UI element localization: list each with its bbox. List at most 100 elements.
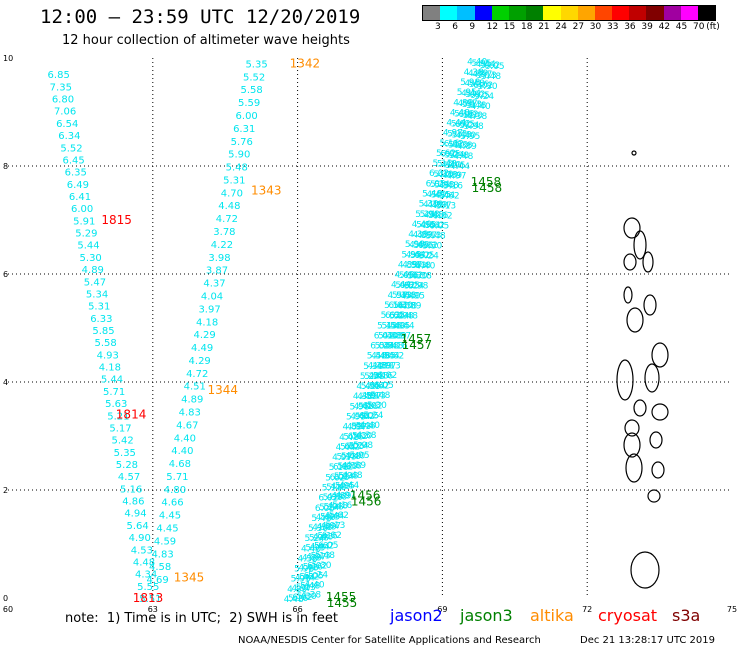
swh-value-jason3: 4.89 [317,522,337,532]
swh-value-cryosat: 5.16 [120,484,142,495]
swh-value-jason3: 6.05 [440,150,460,160]
swh-value-jason3: 4.40 [401,291,421,301]
swh-value-jason3: 6.02 [459,110,479,120]
swh-value-jason3: 5.24 [459,121,479,131]
swh-value-jason3: 4.97 [376,361,396,371]
swh-value-jason3: 5.48 [452,130,472,140]
swh-value-jason3: 5.13 [311,552,331,562]
swh-value-jason3: 4.97 [336,491,356,501]
satellite-jason3: jason3 [460,606,513,625]
island-outline [651,461,665,479]
swh-value-jason3: 4.48 [383,341,403,351]
legend-swatch [560,6,578,20]
swh-value-jason3: 6.02 [333,463,353,473]
swh-value-altika: 4.49 [191,343,213,354]
swh-value-jason3: 5.62 [465,90,485,100]
swh-value-jason3: 6.05 [374,381,394,391]
swh-value-jason3: 5.13 [366,391,386,401]
swh-value-altika: 5.76 [231,137,253,148]
time-label-jason3-repeat: 1457 [402,338,433,352]
swh-value-jason3: 5.98 [405,240,425,250]
swh-value-jason3: 6.02 [418,241,438,251]
swh-value-altika: 4.66 [161,498,183,509]
island-outline [623,286,633,304]
time-label-jason3-repeat: 1455 [327,596,358,610]
legend-label: 12 [486,22,499,32]
swh-value-altika: 4.59 [154,536,176,547]
swh-value-jason3: 5.98 [379,341,399,351]
swh-value-jason3: 4.38 [342,462,362,472]
swh-value-jason3: 6.02 [348,432,368,442]
swh-value-cryosat: 5.30 [80,253,102,264]
swh-value-jason3: 5.48 [300,582,320,592]
swh-value-jason3: 6.05 [370,342,390,352]
swh-value-jason3: 5.98 [420,210,440,220]
swh-value-jason3: 5.98 [394,311,414,321]
island-outline [633,399,647,417]
swh-value-cryosat: 7.35 [50,82,72,93]
note-text: note: 1) Time is in UTC; 2) SWH is in fe… [65,611,338,626]
swh-value-jason3: 5.62 [436,149,456,159]
time-label-altika-middle: 1345 [174,570,205,584]
swh-value-altika: 3.97 [198,304,220,315]
swh-value-jason3: 4.38 [298,554,318,564]
legend-swatch [526,6,544,20]
swh-value-jason3: 5.13 [381,361,401,371]
swh-value-jason3: 5.62 [325,473,345,483]
swh-value-jason3: 4.40 [441,160,461,170]
legend-swatch [594,6,613,20]
swh-value-jason3: 5.48 [315,551,335,561]
swh-value-jason3: 5.62 [410,251,430,261]
swh-value-jason3: 5.30 [422,242,442,252]
swh-value-altika: 4.83 [179,407,201,418]
x-tick-label: 72 [582,605,592,614]
swh-value-jason3: 4.97 [347,422,367,432]
legend-swatch [508,6,527,20]
swh-value-jason3: 5.98 [353,441,373,451]
swh-value-altika: 3.98 [208,253,230,264]
swh-value-jason3: 5.95 [320,512,340,522]
swh-value-jason3: 4.48 [398,311,418,321]
swh-value-jason3: 4.89 [302,554,322,564]
swh-value-jason3: 4.48 [339,433,359,443]
swh-value-jason3: 5.95 [460,132,480,142]
swh-value-jason3: 4.38 [382,331,402,341]
swh-value-jason3: 5.95 [401,250,421,260]
swh-value-jason3: 5.98 [464,122,484,132]
swh-value-jason3: 6.05 [470,91,490,101]
swh-value-jason3: 5.48 [311,514,331,524]
swh-value-cryosat: 5.85 [92,326,114,337]
swh-value-jason3: 4.48 [409,241,429,251]
swh-value-altika: 5.59 [238,98,260,109]
swh-value-jason3: 5.30 [478,82,498,92]
swh-value-jason3: 4.38 [408,230,428,240]
swh-value-altika: 4.37 [203,279,225,290]
swh-value-jason3: 5.98 [338,472,358,482]
swh-value-jason3: 4.38 [438,170,458,180]
footer-credit: NOAA/NESDIS Center for Satellite Applica… [238,635,541,646]
swh-value-jason3: 5.13 [447,129,467,139]
legend-label: 21 [538,22,550,32]
swh-value-jason3: 5.30 [433,170,453,180]
swh-value-jason3: 6.02 [307,562,327,572]
swh-value-jason3: 4.97 [458,99,478,109]
swh-value-cryosat: 4.48 [133,557,155,568]
swh-value-jason3: 4.44 [435,191,455,201]
swh-value-jason3: 5.13 [421,231,441,241]
swh-value-jason3: 4.89 [372,362,392,372]
time-label-altika-middle: 1343 [251,183,282,197]
legend-swatch [698,6,716,20]
legend-unit: (ft) [706,22,720,32]
swh-value-jason3: 5.48 [426,232,446,242]
swh-value-cryosat: 5.52 [60,143,82,154]
legend-label: 39 [641,22,653,32]
swh-value-jason3: 6.02 [318,494,338,504]
swh-value-jason3: 4.89 [346,461,366,471]
swh-value-jason3: 4.40 [305,581,325,591]
swh-value-jason3: 4.89 [287,585,307,595]
swh-value-altika: 5.31 [223,175,245,186]
swh-value-jason3: 5.62 [395,281,415,291]
swh-value-jason3: 4.97 [306,553,326,563]
island-outline [623,432,641,458]
swh-value-jason3: 4.44 [339,481,359,491]
